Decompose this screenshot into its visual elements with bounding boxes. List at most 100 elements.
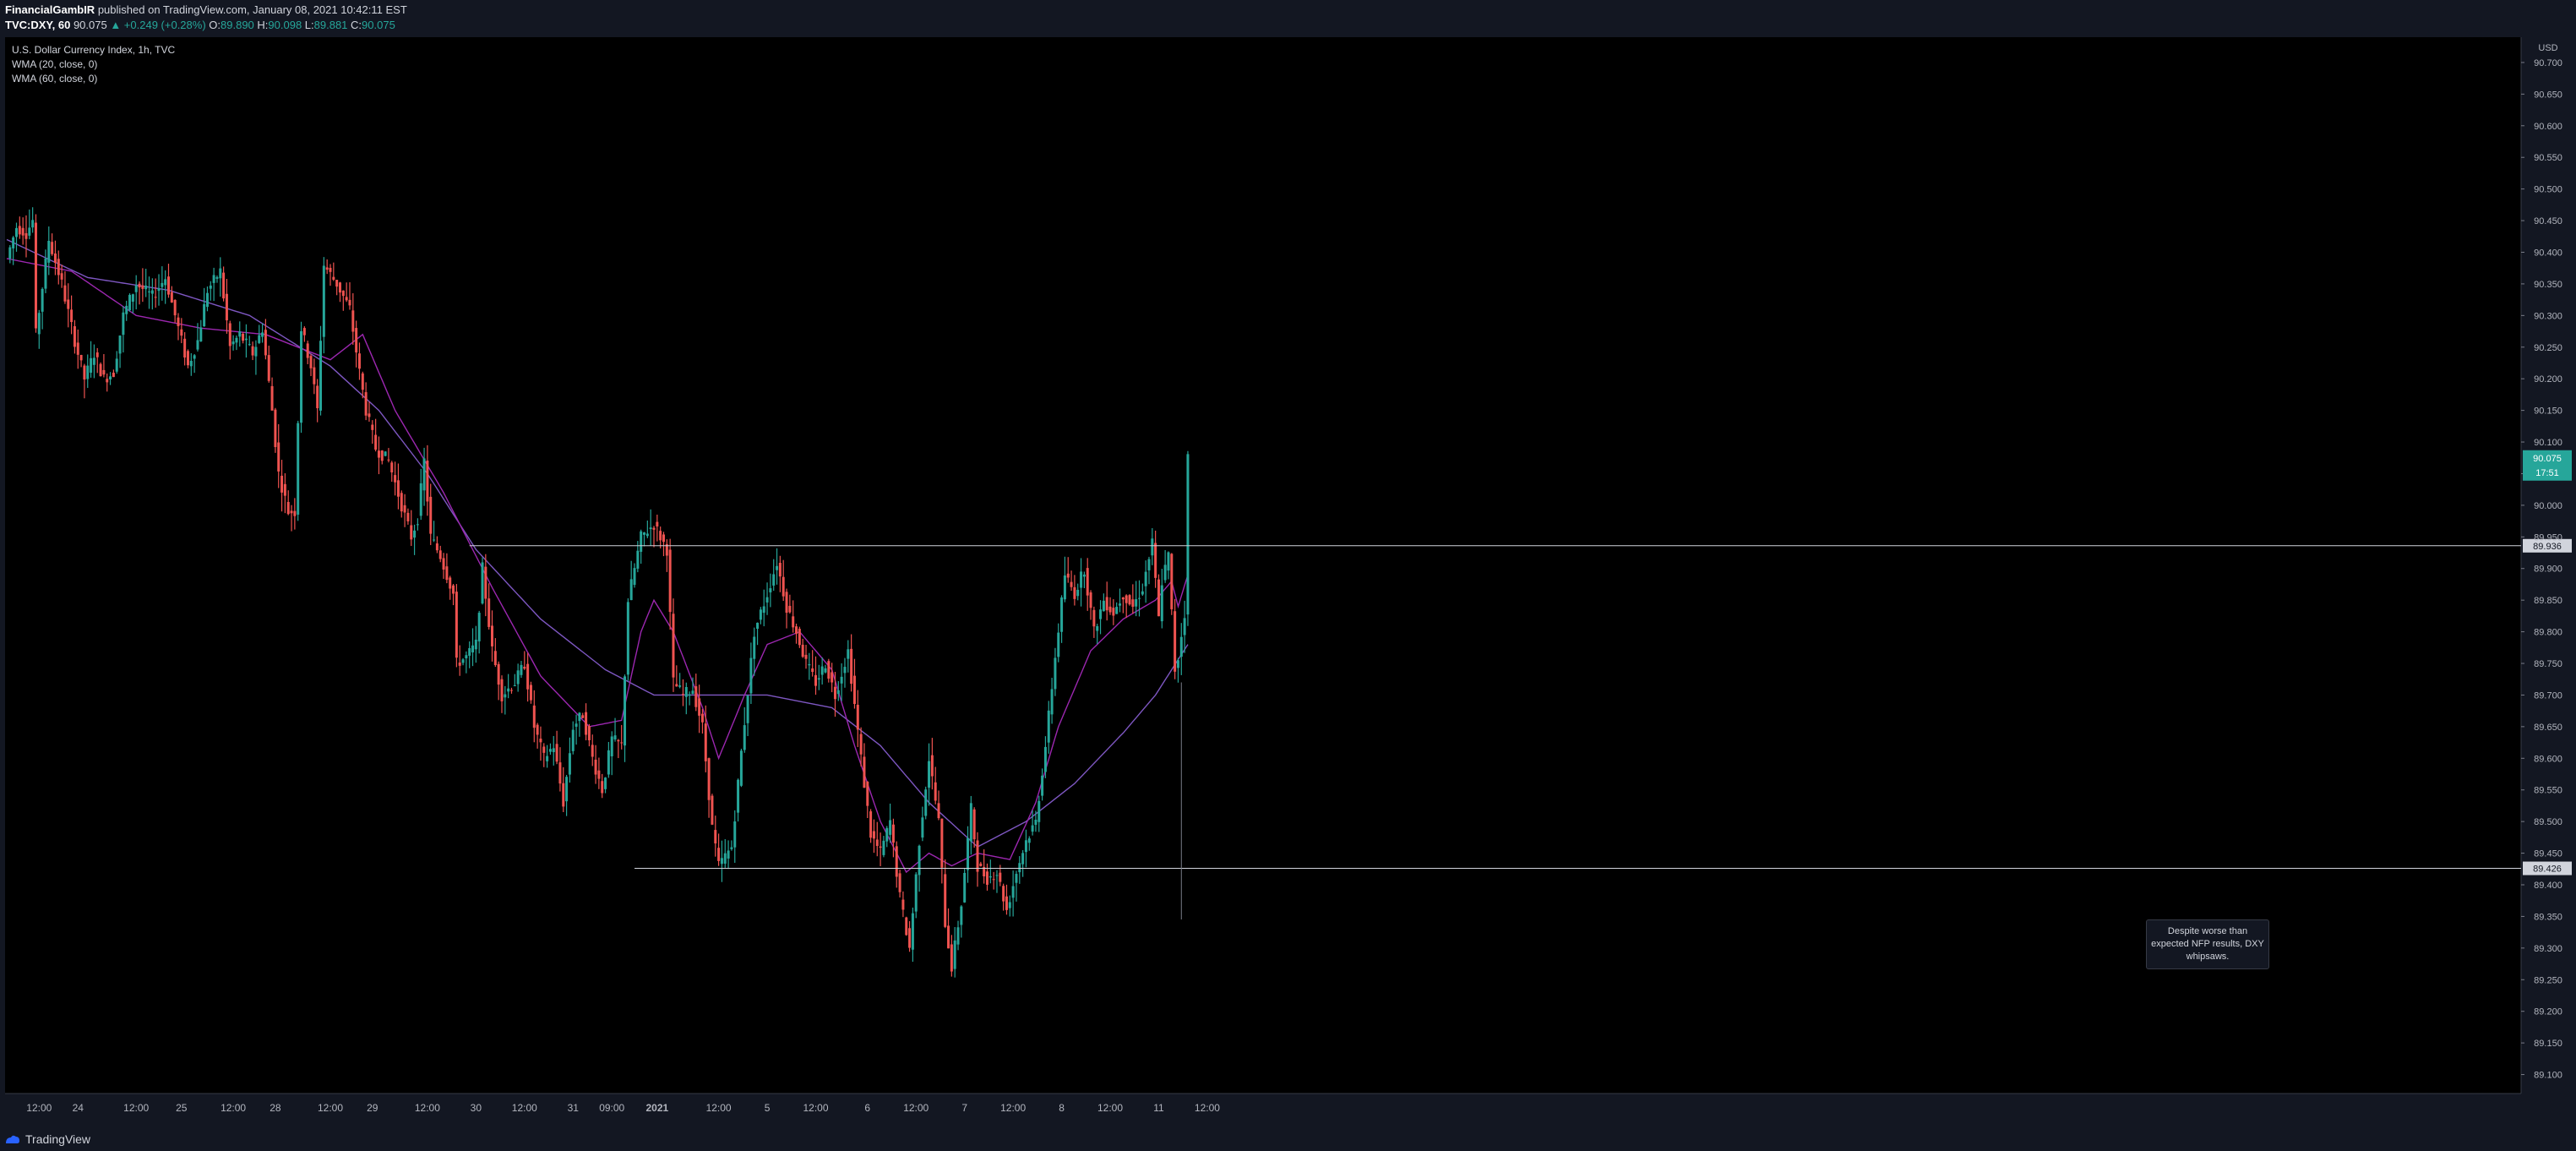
time-tick-label: 7: [961, 1102, 967, 1114]
candle: [364, 382, 368, 421]
candle-body: [526, 663, 530, 690]
candle: [1008, 895, 1011, 917]
candle-body: [640, 531, 643, 552]
candle: [633, 563, 636, 588]
candle-body: [509, 690, 513, 691]
candle: [1144, 560, 1147, 603]
candles-layer: [8, 207, 1190, 978]
candle: [983, 849, 986, 884]
candle-body: [34, 222, 37, 329]
candle-body: [918, 845, 921, 876]
currency-label: USD: [2538, 43, 2557, 53]
candle: [302, 326, 306, 342]
candle: [400, 490, 403, 518]
candle-body: [587, 725, 591, 740]
candle: [594, 745, 597, 784]
candle: [1121, 597, 1125, 614]
candle: [714, 816, 717, 857]
candle-body: [513, 685, 516, 686]
candle-body: [681, 694, 684, 696]
time-tick-label: 12:00: [706, 1102, 732, 1114]
candle: [520, 661, 523, 679]
candle: [477, 610, 481, 654]
candle-body: [836, 690, 840, 695]
candle-body: [1112, 608, 1115, 616]
chart-pane[interactable]: [5, 37, 2521, 1094]
candle: [960, 905, 963, 938]
price-tick-label: 89.250: [2534, 975, 2562, 985]
candle-body: [1105, 597, 1108, 611]
candle-body: [882, 840, 885, 855]
candle-body: [778, 562, 782, 577]
candle: [507, 674, 510, 699]
candle-body: [898, 873, 901, 892]
candle-body: [177, 317, 180, 326]
candle: [753, 627, 756, 676]
publish-info: FinancialGambIR published on TradingView…: [5, 3, 407, 16]
candle: [157, 274, 161, 306]
candle-body: [678, 685, 682, 687]
candle-body: [125, 305, 128, 314]
candle: [316, 379, 319, 423]
candle-body: [361, 373, 364, 390]
candle-body: [629, 579, 633, 601]
candle: [717, 833, 721, 866]
candle-body: [636, 550, 640, 569]
candle-body: [419, 483, 422, 516]
candle-body: [422, 458, 426, 491]
candle: [300, 321, 303, 434]
candle: [850, 634, 853, 692]
candle-body: [106, 379, 109, 383]
candle: [92, 344, 95, 379]
candle-body: [193, 355, 196, 359]
candle: [468, 641, 471, 668]
last-price-tag: [2523, 450, 2572, 481]
price-axis[interactable]: 90.700 90.650 90.600 90.550 90.500 90.450 90.4…: [2521, 58, 2572, 1081]
candle-body: [44, 258, 47, 289]
series-title[interactable]: U.S. Dollar Currency Index, 1h, TVC: [12, 44, 176, 56]
candle: [231, 335, 235, 351]
candle: [995, 870, 999, 893]
candle-body: [539, 739, 542, 743]
candle-body: [613, 735, 617, 740]
tradingview-logo[interactable]: TradingView: [5, 1132, 90, 1146]
wma60-legend[interactable]: WMA (60, close, 0): [12, 73, 98, 85]
candle: [351, 292, 355, 346]
candle: [814, 656, 817, 696]
author-name[interactable]: FinancialGambIR: [5, 3, 95, 16]
candle: [659, 526, 662, 548]
candle: [106, 373, 109, 392]
candle: [471, 628, 475, 667]
price-tick-label: 90.700: [2534, 58, 2562, 68]
candle-body: [859, 734, 863, 755]
candle: [539, 726, 542, 761]
candle-body: [889, 820, 892, 835]
time-tick-label: 09:00: [599, 1102, 624, 1114]
time-axis[interactable]: 12:00 24 12:00 25 12:00 28 12:00 29 12:00 30 12:00…: [26, 1102, 1220, 1114]
candle: [532, 690, 536, 743]
candle: [484, 554, 487, 617]
price-tick-label: 89.900: [2534, 565, 2562, 575]
candle: [37, 309, 41, 349]
candle: [396, 463, 400, 510]
candle: [53, 240, 57, 275]
candle-body: [131, 294, 134, 302]
time-tick-label: 12:00: [221, 1102, 246, 1114]
candle: [357, 342, 361, 380]
candle-body: [1073, 586, 1076, 599]
annotation-callout[interactable]: Despite worse than expected NFP results,…: [2146, 919, 2269, 969]
candle: [863, 743, 866, 788]
candle: [921, 806, 924, 842]
candle-body: [455, 592, 458, 658]
candle: [1011, 870, 1015, 917]
candle: [649, 509, 652, 546]
candle-body: [565, 777, 569, 802]
candle-body: [254, 346, 258, 357]
candle: [866, 781, 869, 818]
candle-body: [1063, 575, 1066, 600]
candle: [782, 559, 785, 602]
candle: [778, 555, 782, 592]
time-tick-label: 6: [864, 1102, 870, 1114]
wma20-legend[interactable]: WMA (20, close, 0): [12, 58, 98, 70]
